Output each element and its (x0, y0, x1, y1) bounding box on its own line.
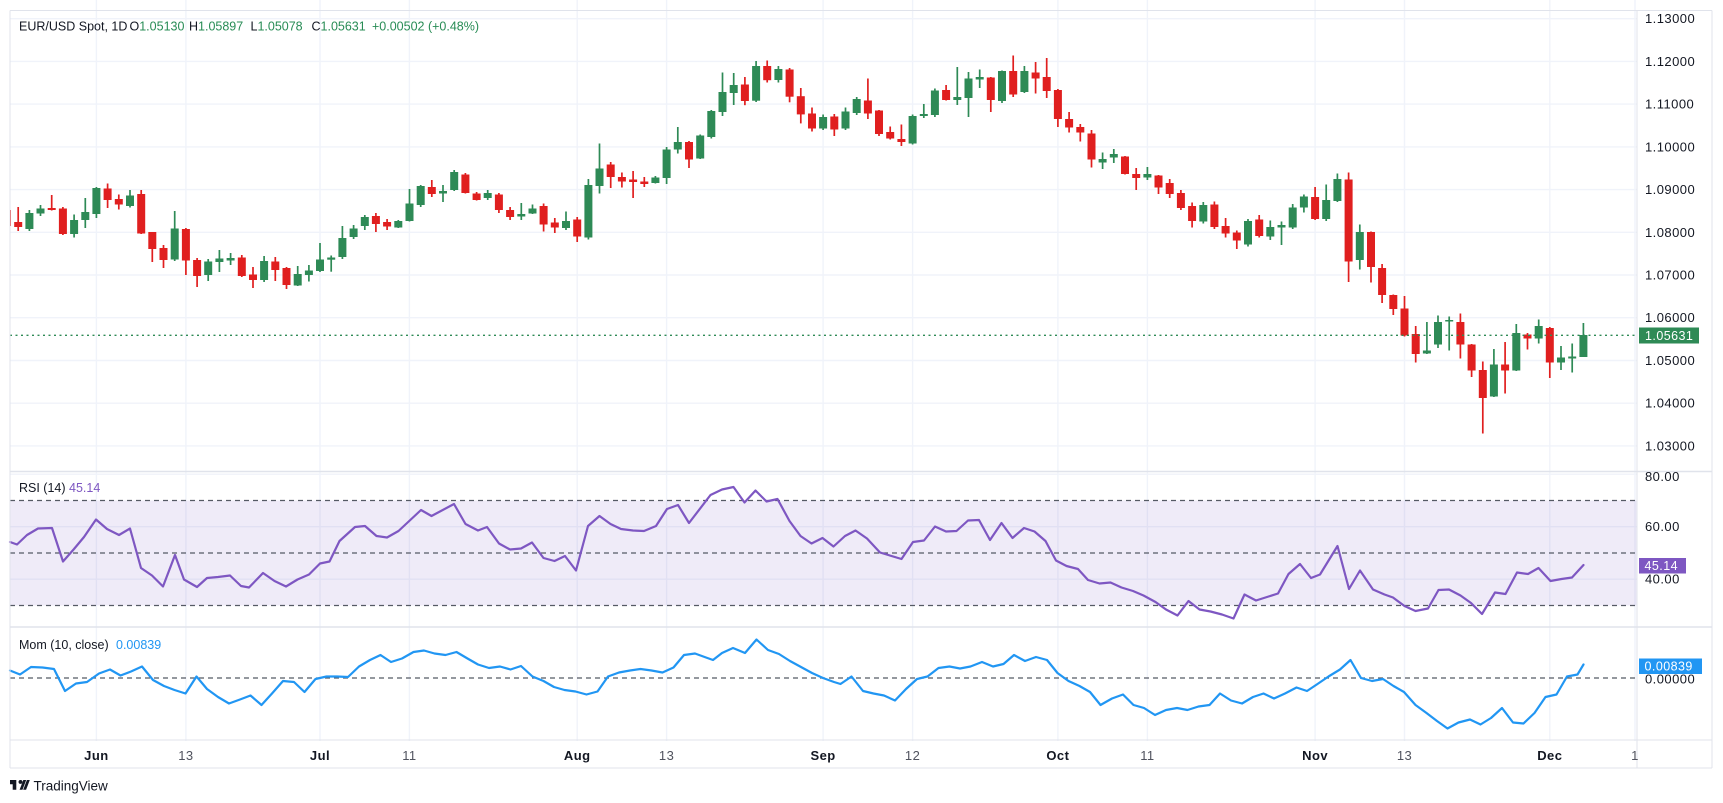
svg-text:1.11000: 1.11000 (1645, 97, 1694, 112)
svg-text:1.08000: 1.08000 (1645, 225, 1695, 240)
svg-text:45.14: 45.14 (69, 481, 100, 495)
svg-text:40.00: 40.00 (1645, 572, 1680, 587)
svg-text:C1.05631: C1.05631 (312, 20, 366, 34)
svg-text:Jul: Jul (310, 748, 330, 763)
svg-text:1.13000: 1.13000 (1645, 11, 1695, 26)
svg-text:O1.05130: O1.05130 (130, 20, 185, 34)
svg-text:13: 13 (178, 748, 193, 763)
svg-text:Jun: Jun (84, 748, 108, 763)
svg-text:1.12000: 1.12000 (1645, 54, 1695, 69)
svg-text:45.14: 45.14 (1645, 559, 1679, 573)
svg-text:80.00: 80.00 (1645, 469, 1680, 484)
svg-text:1: 1 (1631, 748, 1639, 763)
svg-text:1.07000: 1.07000 (1645, 268, 1695, 283)
svg-text:12: 12 (905, 748, 920, 763)
svg-text:+0.00502 (+0.48%): +0.00502 (+0.48%) (372, 20, 479, 34)
svg-text:Dec: Dec (1537, 748, 1562, 763)
svg-text:0.00839: 0.00839 (1645, 660, 1693, 674)
svg-text:H1.05897: H1.05897 (189, 20, 243, 34)
svg-text:1.05631: 1.05631 (1645, 329, 1693, 343)
svg-text:60.00: 60.00 (1645, 519, 1680, 534)
svg-text:RSI (14): RSI (14) (19, 481, 66, 495)
svg-text:1.09000: 1.09000 (1645, 182, 1695, 197)
svg-text:11: 11 (1140, 748, 1154, 763)
svg-text:1.04000: 1.04000 (1645, 396, 1695, 411)
svg-text:Sep: Sep (810, 748, 835, 763)
svg-text:Mom (10, close): Mom (10, close) (19, 638, 109, 652)
svg-text:Oct: Oct (1046, 748, 1069, 763)
svg-text:1.06000: 1.06000 (1645, 310, 1695, 325)
svg-text:Aug: Aug (564, 748, 591, 763)
svg-text:13: 13 (659, 748, 674, 763)
svg-text:TradingView: TradingView (34, 778, 109, 793)
svg-text:13: 13 (1397, 748, 1412, 763)
svg-text:0.00000: 0.00000 (1645, 671, 1695, 686)
svg-text:1.10000: 1.10000 (1645, 139, 1695, 154)
svg-text:Nov: Nov (1302, 748, 1328, 763)
svg-text:0.00839: 0.00839 (116, 638, 161, 652)
svg-text:L1.05078: L1.05078 (251, 20, 303, 34)
svg-text:11: 11 (402, 748, 416, 763)
svg-text:1.05000: 1.05000 (1645, 353, 1695, 368)
svg-text:EUR/USD Spot, 1D: EUR/USD Spot, 1D (19, 20, 127, 34)
svg-text:1.03000: 1.03000 (1645, 438, 1695, 453)
